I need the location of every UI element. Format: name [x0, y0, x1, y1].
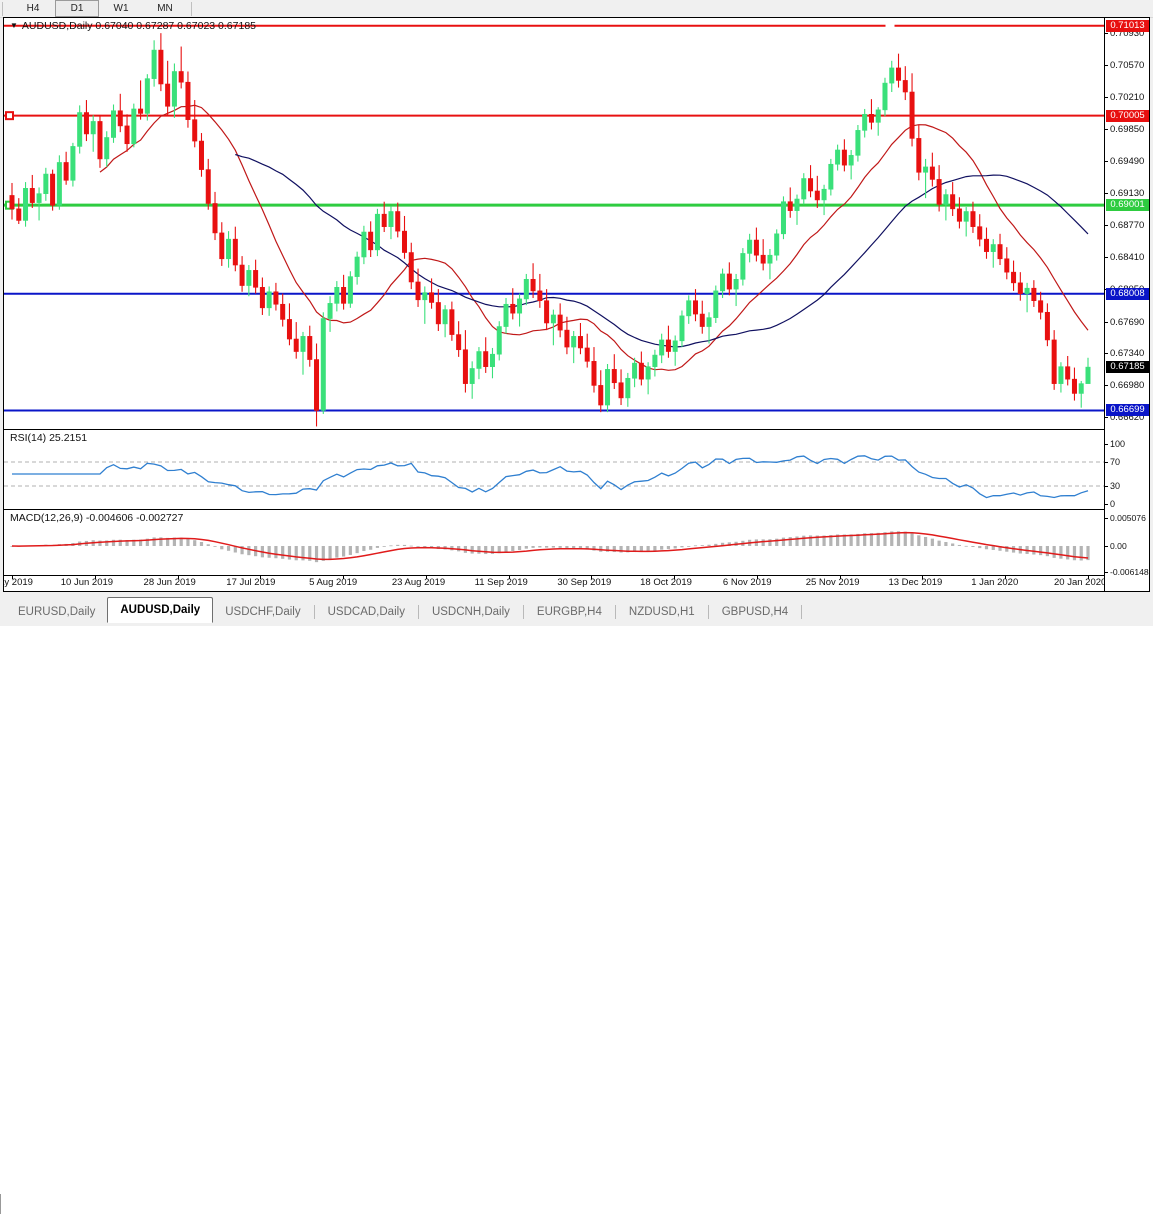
collapse-arrow-icon[interactable]: ▼ — [10, 21, 18, 30]
date-tick-mark — [94, 576, 96, 579]
rsi-tick: 100 — [1105, 439, 1150, 450]
date-tick-label: 28 Jun 2019 — [143, 577, 196, 588]
symbol-tab-usdchf-daily[interactable]: USDCHF,Daily — [225, 606, 301, 618]
price-pane-label: ▼ AUDUSD,Daily 0.67040 0.67287 0.67023 0.… — [10, 20, 256, 32]
chart-frame: ▼ AUDUSD,Daily 0.67040 0.67287 0.67023 0.… — [3, 17, 1150, 592]
timeframe-w1[interactable]: W1 — [113, 3, 129, 14]
price-tag-top-red-level[interactable]: 0.71013 — [1106, 19, 1149, 32]
date-tick-mark — [343, 576, 345, 579]
price-tick: 0.69850 — [1105, 124, 1150, 135]
tab-divider — [801, 605, 803, 619]
date-tick-label: 17 Jul 2019 — [226, 577, 276, 588]
date-tick-label: 13 Dec 2019 — [888, 577, 943, 588]
date-tick-mark — [1005, 576, 1007, 579]
date-tick-label: 23 Aug 2019 — [391, 577, 446, 588]
macd-tick: 0.005076 — [1105, 513, 1150, 524]
toolbar-grip — [2, 1, 11, 16]
symbol-tab-nzdusd-h1[interactable]: NZDUSD,H1 — [628, 606, 695, 618]
date-tick-label: 10 Jun 2019 — [60, 577, 114, 588]
date-tick-mark — [425, 576, 427, 579]
rsi-tick: 70 — [1105, 457, 1150, 468]
timeframe-toolbar: H4 D1 W1 MN — [0, 0, 1153, 18]
date-tick-label: 25 Nov 2019 — [805, 577, 860, 588]
plot-area[interactable]: ▼ AUDUSD,Daily 0.67040 0.67287 0.67023 0.… — [4, 18, 1104, 591]
macd-tick: -0.006148 — [1105, 567, 1150, 578]
date-tick-label: 22 May 2019 — [4, 577, 33, 588]
price-tick: 0.70930 — [1105, 28, 1150, 39]
price-tick: 0.68770 — [1105, 220, 1150, 231]
price-tag-green-level[interactable]: 0.69001 — [1106, 199, 1149, 212]
rsi-tick: 0 — [1105, 499, 1150, 510]
symbol-ohlc-text: AUDUSD,Daily 0.67040 0.67287 0.67023 0.6… — [21, 20, 257, 32]
date-tick-mark — [922, 576, 924, 579]
price-tag-last-price[interactable]: 0.67185 — [1106, 361, 1149, 374]
symbol-tab-bar: EURUSD,Daily AUDUSD,Daily USDCHF,Daily USDC… — [0, 594, 1153, 1214]
date-tick-mark — [839, 576, 841, 579]
rsi-tick: 30 — [1105, 481, 1150, 492]
date-tick-label: 5 Aug 2019 — [309, 577, 358, 588]
tab-divider — [417, 605, 419, 619]
tabbar-grip — [0, 1194, 5, 1214]
date-tick-mark — [12, 576, 13, 579]
price-tick: 0.66620 — [1105, 412, 1150, 423]
price-tick: 0.67340 — [1105, 348, 1150, 359]
timeframe-h4[interactable]: H4 — [26, 3, 40, 14]
date-tick-label: 20 Jan 2020 — [1054, 577, 1104, 588]
symbol-tab-usdcnh-daily[interactable]: USDCNH,Daily — [431, 606, 510, 618]
macd-tick: 0.00 — [1105, 541, 1150, 552]
price-tick: 0.68410 — [1105, 252, 1150, 263]
date-tick-label: 30 Sep 2019 — [557, 577, 612, 588]
date-axis: 22 May 2019 10 Jun 2019 28 Jun 2019 17 Jul … — [4, 576, 1104, 591]
date-tick-mark — [508, 576, 510, 579]
date-tick-label: 18 Oct 2019 — [640, 577, 692, 588]
symbol-tab-gbpusd-h4[interactable]: GBPUSD,H4 — [721, 606, 789, 618]
symbol-tab-eurusd-daily[interactable]: EURUSD,Daily — [18, 606, 96, 618]
tab-divider — [313, 605, 315, 619]
price-tick: 0.67690 — [1105, 317, 1150, 328]
symbol-tab-audusd-daily[interactable]: AUDUSD,Daily — [107, 597, 214, 623]
tab-divider — [614, 605, 616, 619]
rsi-pane[interactable]: RSI(14) 25.2151 — [4, 430, 1104, 510]
date-tick-mark — [1088, 576, 1089, 579]
price-tick: 0.70210 — [1105, 92, 1150, 103]
price-axis[interactable]: 0.70930 0.70570 0.70210 0.69850 0.69490 0.691… — [1104, 18, 1149, 591]
date-tick-label: 11 Sep 2019 — [474, 577, 528, 588]
date-tick-mark — [674, 576, 676, 579]
price-tick: 0.66980 — [1105, 380, 1150, 391]
macd-pane[interactable]: MACD(12,26,9) -0.004606 -0.002727 — [4, 510, 1104, 576]
timeframe-d1[interactable]: D1 — [55, 0, 99, 17]
price-tag-resistance-red-level[interactable]: 0.70005 — [1106, 109, 1149, 122]
tab-divider — [707, 605, 709, 619]
date-tick-mark — [260, 576, 262, 579]
price-tick: 0.70570 — [1105, 60, 1150, 71]
date-tick-label: 6 Nov 2019 — [722, 577, 772, 588]
symbol-tab-eurgbp-h4[interactable]: EURGBP,H4 — [536, 606, 602, 618]
date-tick-mark — [591, 576, 593, 579]
price-pane[interactable]: ▼ AUDUSD,Daily 0.67040 0.67287 0.67023 0.… — [4, 18, 1104, 430]
date-tick-mark — [177, 576, 179, 579]
timeframe-mn[interactable]: MN — [157, 3, 173, 14]
rsi-label: RSI(14) 25.2151 — [10, 432, 88, 444]
price-tag-blue-level-upper[interactable]: 0.68008 — [1106, 287, 1149, 300]
date-tick-mark — [756, 576, 758, 579]
price-tick: 0.69130 — [1105, 188, 1150, 199]
symbol-tab-usdcad-daily[interactable]: USDCAD,Daily — [327, 606, 405, 618]
date-tick-label: 1 Jan 2020 — [971, 577, 1019, 588]
price-tag-blue-level-lower[interactable]: 0.66699 — [1106, 404, 1149, 417]
symbol-tabs: EURUSD,Daily AUDUSD,Daily USDCHF,Daily USDC… — [6, 597, 803, 623]
tab-divider — [522, 605, 524, 619]
price-tick: 0.69490 — [1105, 156, 1150, 167]
toolbar-divider — [191, 1, 192, 16]
macd-label: MACD(12,26,9) -0.004606 -0.002727 — [10, 512, 184, 524]
